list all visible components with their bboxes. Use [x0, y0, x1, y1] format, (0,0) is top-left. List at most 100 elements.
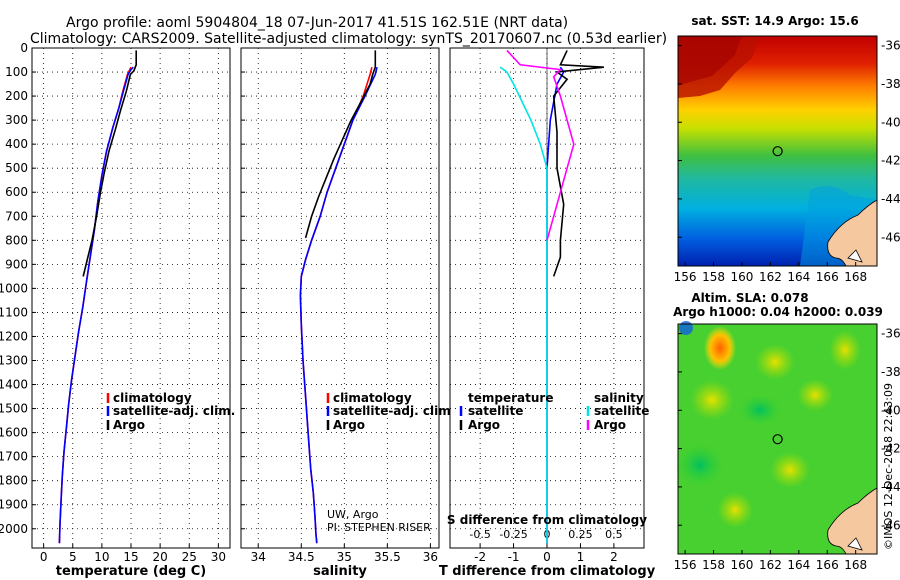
salinity-tick-labels: 34 34.5 35 35.5 36: [251, 550, 438, 564]
t-diff-tick-label: 1: [577, 550, 585, 564]
sla-float-marker: [772, 434, 783, 445]
y-tick-label: 1100: [0, 305, 28, 319]
series-line-satellite-adj-clim-: [58, 66, 134, 544]
credit-line-1: UW, Argo: [327, 508, 379, 521]
t-diff-tick-label: -1: [508, 550, 520, 564]
difference-series: [499, 49, 604, 544]
x-tick-label: 20: [152, 550, 167, 564]
t-difference-tick-labels: -2 -1 0 1 2: [474, 550, 618, 564]
y-tick-label: 1200: [0, 329, 28, 343]
s-diff-tick-label: 0.5: [605, 528, 623, 541]
lon-tick-label: 168: [844, 558, 867, 572]
sla-positive-patch: [690, 380, 734, 420]
s-diff-tick-label: 0.25: [568, 528, 593, 541]
legend-label-argo: Argo: [113, 418, 145, 432]
lon-tick-label: 160: [731, 270, 754, 284]
lon-tick-label: 156: [674, 558, 697, 572]
lon-tick-label: 164: [787, 270, 810, 284]
series-line-s-argo: [506, 49, 575, 241]
legend-label-climatology: climatology: [333, 391, 412, 405]
sla-positive-patch: [829, 330, 861, 370]
legend-label-satellite: satellite-adj. clim.: [333, 404, 455, 418]
y-tick-label: 500: [5, 161, 28, 175]
sla-lon-labels: 156 158 160 162 164 166 168: [674, 550, 867, 572]
y-tick-label: 900: [5, 257, 28, 271]
legend-label-t-satellite: satellite: [468, 404, 523, 418]
sst-float-marker: [772, 146, 783, 157]
y-tick-label: 0: [20, 41, 28, 55]
x-tick-label: 5: [69, 550, 77, 564]
t-diff-tick-label: -2: [474, 550, 486, 564]
sla-low-anomaly: [679, 321, 693, 335]
x-tick-label: 34: [251, 550, 266, 564]
y-tick-label: 200: [5, 89, 28, 103]
x-tick-label: 10: [94, 550, 109, 564]
t-difference-xlabel: T difference from climatology: [439, 564, 656, 579]
lat-tick-label: -36: [881, 327, 900, 341]
legend-label-s-satellite: satellite: [594, 404, 649, 418]
y-tick-label: 1900: [0, 498, 28, 512]
legend-label-temperature: temperature: [468, 391, 553, 405]
lat-tick-label: -36: [881, 39, 900, 53]
y-tick-label: 800: [5, 233, 28, 247]
y-tick-label: 600: [5, 185, 28, 199]
y-tick-label: 1400: [0, 378, 28, 392]
sla-lat-labels: -36 -38 -40 -42 -44 -46: [678, 327, 900, 532]
lat-tick-label: -40: [881, 403, 900, 417]
lat-tick-label: -46: [881, 230, 900, 244]
series-line-satellite-adj-clim-: [299, 67, 378, 544]
lat-tick-label: -40: [881, 115, 900, 129]
series-line-argo: [82, 50, 137, 277]
legend-label-climatology: climatology: [113, 391, 192, 405]
sla-high-anomaly: [704, 326, 736, 370]
x-tick-label: 35: [337, 550, 352, 564]
x-tick-label: 25: [182, 550, 197, 564]
y-tick-label: 400: [5, 137, 28, 151]
legend-label-argo: Argo: [333, 418, 365, 432]
x-tick-label: 0: [40, 550, 48, 564]
sst-map-frame: [677, 35, 878, 267]
temperature-tick-labels: 0 5 10 15 20 25 30: [40, 550, 226, 564]
legend-label-satellite: satellite-adj. clim.: [113, 404, 235, 418]
sst-map-title: sat. SST: 14.9 Argo: 15.6: [691, 14, 858, 28]
lon-tick-label: 156: [674, 270, 697, 284]
lon-tick-label: 168: [844, 270, 867, 284]
series-line-t-argo: [552, 50, 604, 277]
sla-positive-patch: [755, 344, 795, 380]
lon-tick-label: 160: [731, 558, 754, 572]
sla-map-frame: [677, 323, 878, 555]
x-tick-label: 15: [123, 550, 138, 564]
y-tick-label: 1700: [0, 450, 28, 464]
sla-mountain-marker: [847, 537, 863, 551]
sst-mountain-marker: [847, 249, 863, 263]
y-tick-label: 300: [5, 113, 28, 127]
temperature-panel: 0100200300400500600700800900100011001200…: [0, 41, 235, 579]
sla-positive-patch: [717, 492, 753, 528]
sst-map-panel: sat. SST: 14.9 Argo: 15.6 -36 -38 -40 -42 -4…: [674, 14, 900, 284]
t-diff-tick-label: 0: [543, 550, 551, 564]
lon-tick-label: 162: [759, 270, 782, 284]
x-tick-label: 30: [211, 550, 226, 564]
y-tick-label: 1000: [0, 281, 28, 295]
depth-tick-labels: 0 100 200 300 400 500 600 700 800 900 1000 1100 1200…: [0, 41, 28, 536]
series-line-argo: [304, 50, 377, 239]
s-diff-tick-label: -0.5: [469, 528, 490, 541]
salinity-panel: 34 34.5 35 35.5 36 salinity climatology sate…: [240, 47, 455, 579]
temperature-gridlines: [32, 47, 230, 548]
series-line-s-satellite: [499, 66, 548, 544]
salinity-series: [299, 50, 378, 544]
title-line-2: Climatology: CARS2009. Satellite-adjuste…: [30, 31, 667, 47]
lon-tick-label: 166: [816, 270, 839, 284]
y-tick-label: 1300: [0, 354, 28, 368]
lat-tick-label: -46: [881, 518, 900, 532]
lon-tick-label: 162: [759, 558, 782, 572]
imos-watermark: ©IMOS 12-Dec-2018 22:43:09: [882, 383, 895, 550]
sst-hottest-region: [678, 36, 742, 86]
lat-tick-label: -42: [881, 154, 900, 168]
temperature-legend: climatology satellite-adj. clim. Argo: [106, 391, 235, 432]
legend-label-salinity: salinity: [594, 391, 644, 405]
lon-tick-label: 166: [816, 558, 839, 572]
sla-map-title-1: Altim. SLA: 0.078: [691, 291, 808, 305]
temperature-xlabel: temperature (deg C): [56, 564, 206, 579]
